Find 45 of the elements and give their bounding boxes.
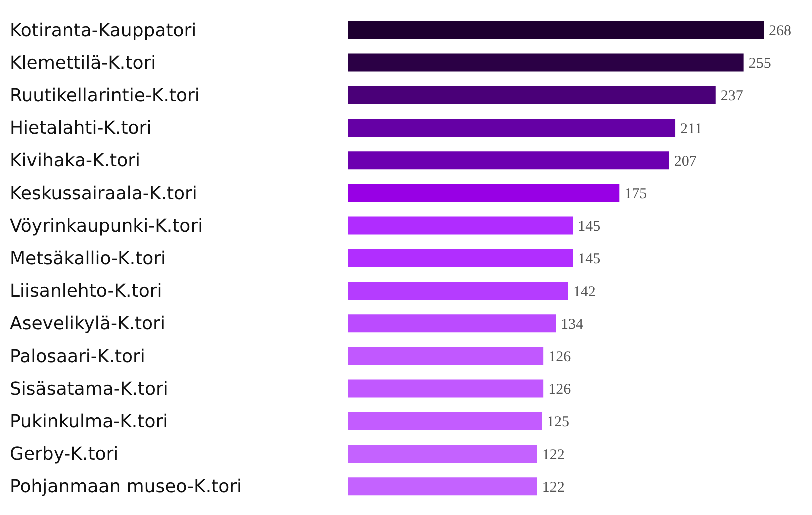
y-tick-label: Keskussairaala-K.tori <box>10 183 198 204</box>
y-tick-label: Pohjanmaan museo-K.tori <box>10 476 242 498</box>
bar <box>348 21 764 40</box>
bar <box>348 118 676 137</box>
y-tick-label: Kivihaka-K.tori <box>10 150 141 172</box>
data-label: 211 <box>680 121 702 138</box>
data-label: 207 <box>674 154 698 170</box>
data-label: 122 <box>542 480 565 496</box>
data-label: 268 <box>769 23 792 40</box>
data-label: 145 <box>578 252 601 268</box>
bar <box>348 380 544 398</box>
data-label: 125 <box>547 414 570 431</box>
bar <box>348 216 574 235</box>
bar <box>348 282 568 300</box>
y-tick-label: Gerby-K.tori <box>10 444 119 466</box>
bar <box>348 478 538 496</box>
y-tick-label: Vöyrinkaupunki-K.tori <box>10 216 204 237</box>
bar <box>348 347 544 366</box>
data-label: 126 <box>548 349 572 366</box>
data-label: 142 <box>573 284 596 300</box>
data-label: 145 <box>578 219 601 236</box>
y-tick-label: Klemettilä-K.tori <box>10 52 156 74</box>
y-tick-label: Kotiranta-Kauppatori <box>10 20 197 42</box>
data-label: 237 <box>720 88 744 105</box>
data-label: 122 <box>542 447 565 464</box>
bar <box>348 314 556 333</box>
bar <box>348 412 542 430</box>
data-label: 255 <box>748 56 772 72</box>
y-tick-label: Ruutikellarintie-K.tori <box>10 86 200 106</box>
bar <box>348 86 716 104</box>
bar <box>348 249 574 268</box>
data-label: 126 <box>548 382 572 398</box>
bar <box>348 184 620 202</box>
y-tick-label: Metsäkallio-K.tori <box>10 248 166 270</box>
bar <box>348 152 670 170</box>
data-label: 175 <box>624 186 648 202</box>
y-tick-label: Hietalahti-K.tori <box>10 118 152 140</box>
y-tick-label: Liisanlehto-K.tori <box>10 281 162 302</box>
bar <box>348 444 538 463</box>
y-tick-label: Palosaari-K.tori <box>10 346 146 368</box>
bar <box>348 54 744 72</box>
data-label: 134 <box>561 316 584 333</box>
y-tick-label: Sisäsatama-K.tori <box>10 378 168 400</box>
y-tick-label: Asevelikylä-K.tori <box>10 314 166 335</box>
y-tick-label: Pukinkulma-K.tori <box>10 412 168 432</box>
